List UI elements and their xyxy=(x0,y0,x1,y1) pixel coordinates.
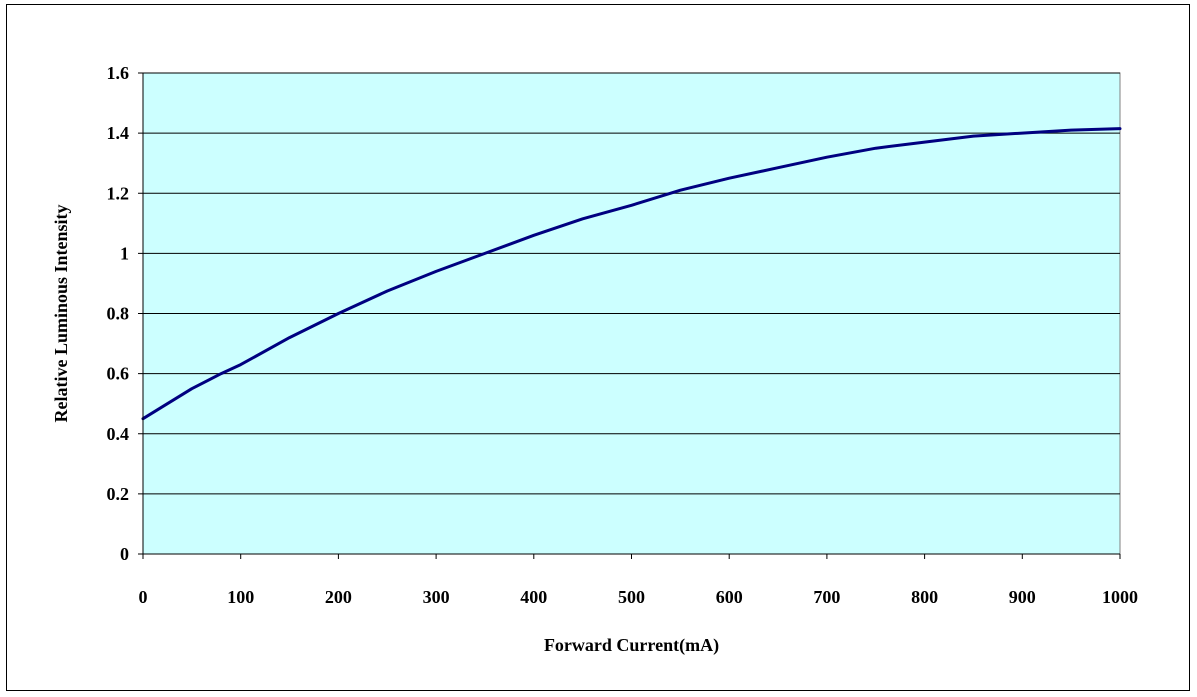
y-tick-label: 0.8 xyxy=(107,304,130,324)
gridlines xyxy=(143,72,1120,495)
y-tick-label: 1.2 xyxy=(107,183,130,203)
x-tick-label: 500 xyxy=(618,587,645,607)
y-tick-label: 0.4 xyxy=(107,424,130,444)
y-tick-label: 0.6 xyxy=(107,364,130,384)
x-axis-title: Forward Current(mA) xyxy=(544,635,719,656)
y-tick-label: 0.2 xyxy=(107,484,130,504)
y-tick-label: 1.6 xyxy=(107,63,130,83)
y-axis-title: Relative Luminous Intensity xyxy=(51,204,71,422)
x-tick-label: 700 xyxy=(813,587,840,607)
axes xyxy=(138,72,1121,559)
y-tick-label: 1 xyxy=(120,243,129,263)
y-tick-labels: 0 0.2 0.4 0.6 0.8 1 1.2 1.4 1.6 xyxy=(107,63,130,564)
x-tick-label: 400 xyxy=(520,587,547,607)
y-tick-label: 0 xyxy=(120,544,129,564)
x-tick-label: 900 xyxy=(1009,587,1036,607)
x-tick-label: 100 xyxy=(227,587,254,607)
series-line xyxy=(141,127,1122,421)
y-tick-label: 1.4 xyxy=(107,123,130,143)
x-tick-labels: 0 100 200 300 400 500 600 700 800 900 1000 xyxy=(139,587,1139,607)
x-tick-label: 200 xyxy=(325,587,352,607)
x-tick-label: 0 xyxy=(139,587,148,607)
x-tick-label: 300 xyxy=(423,587,450,607)
x-tick-label: 1000 xyxy=(1102,587,1138,607)
series-layer xyxy=(141,127,1122,421)
x-tick-label: 600 xyxy=(716,587,743,607)
x-tick-label: 800 xyxy=(911,587,938,607)
